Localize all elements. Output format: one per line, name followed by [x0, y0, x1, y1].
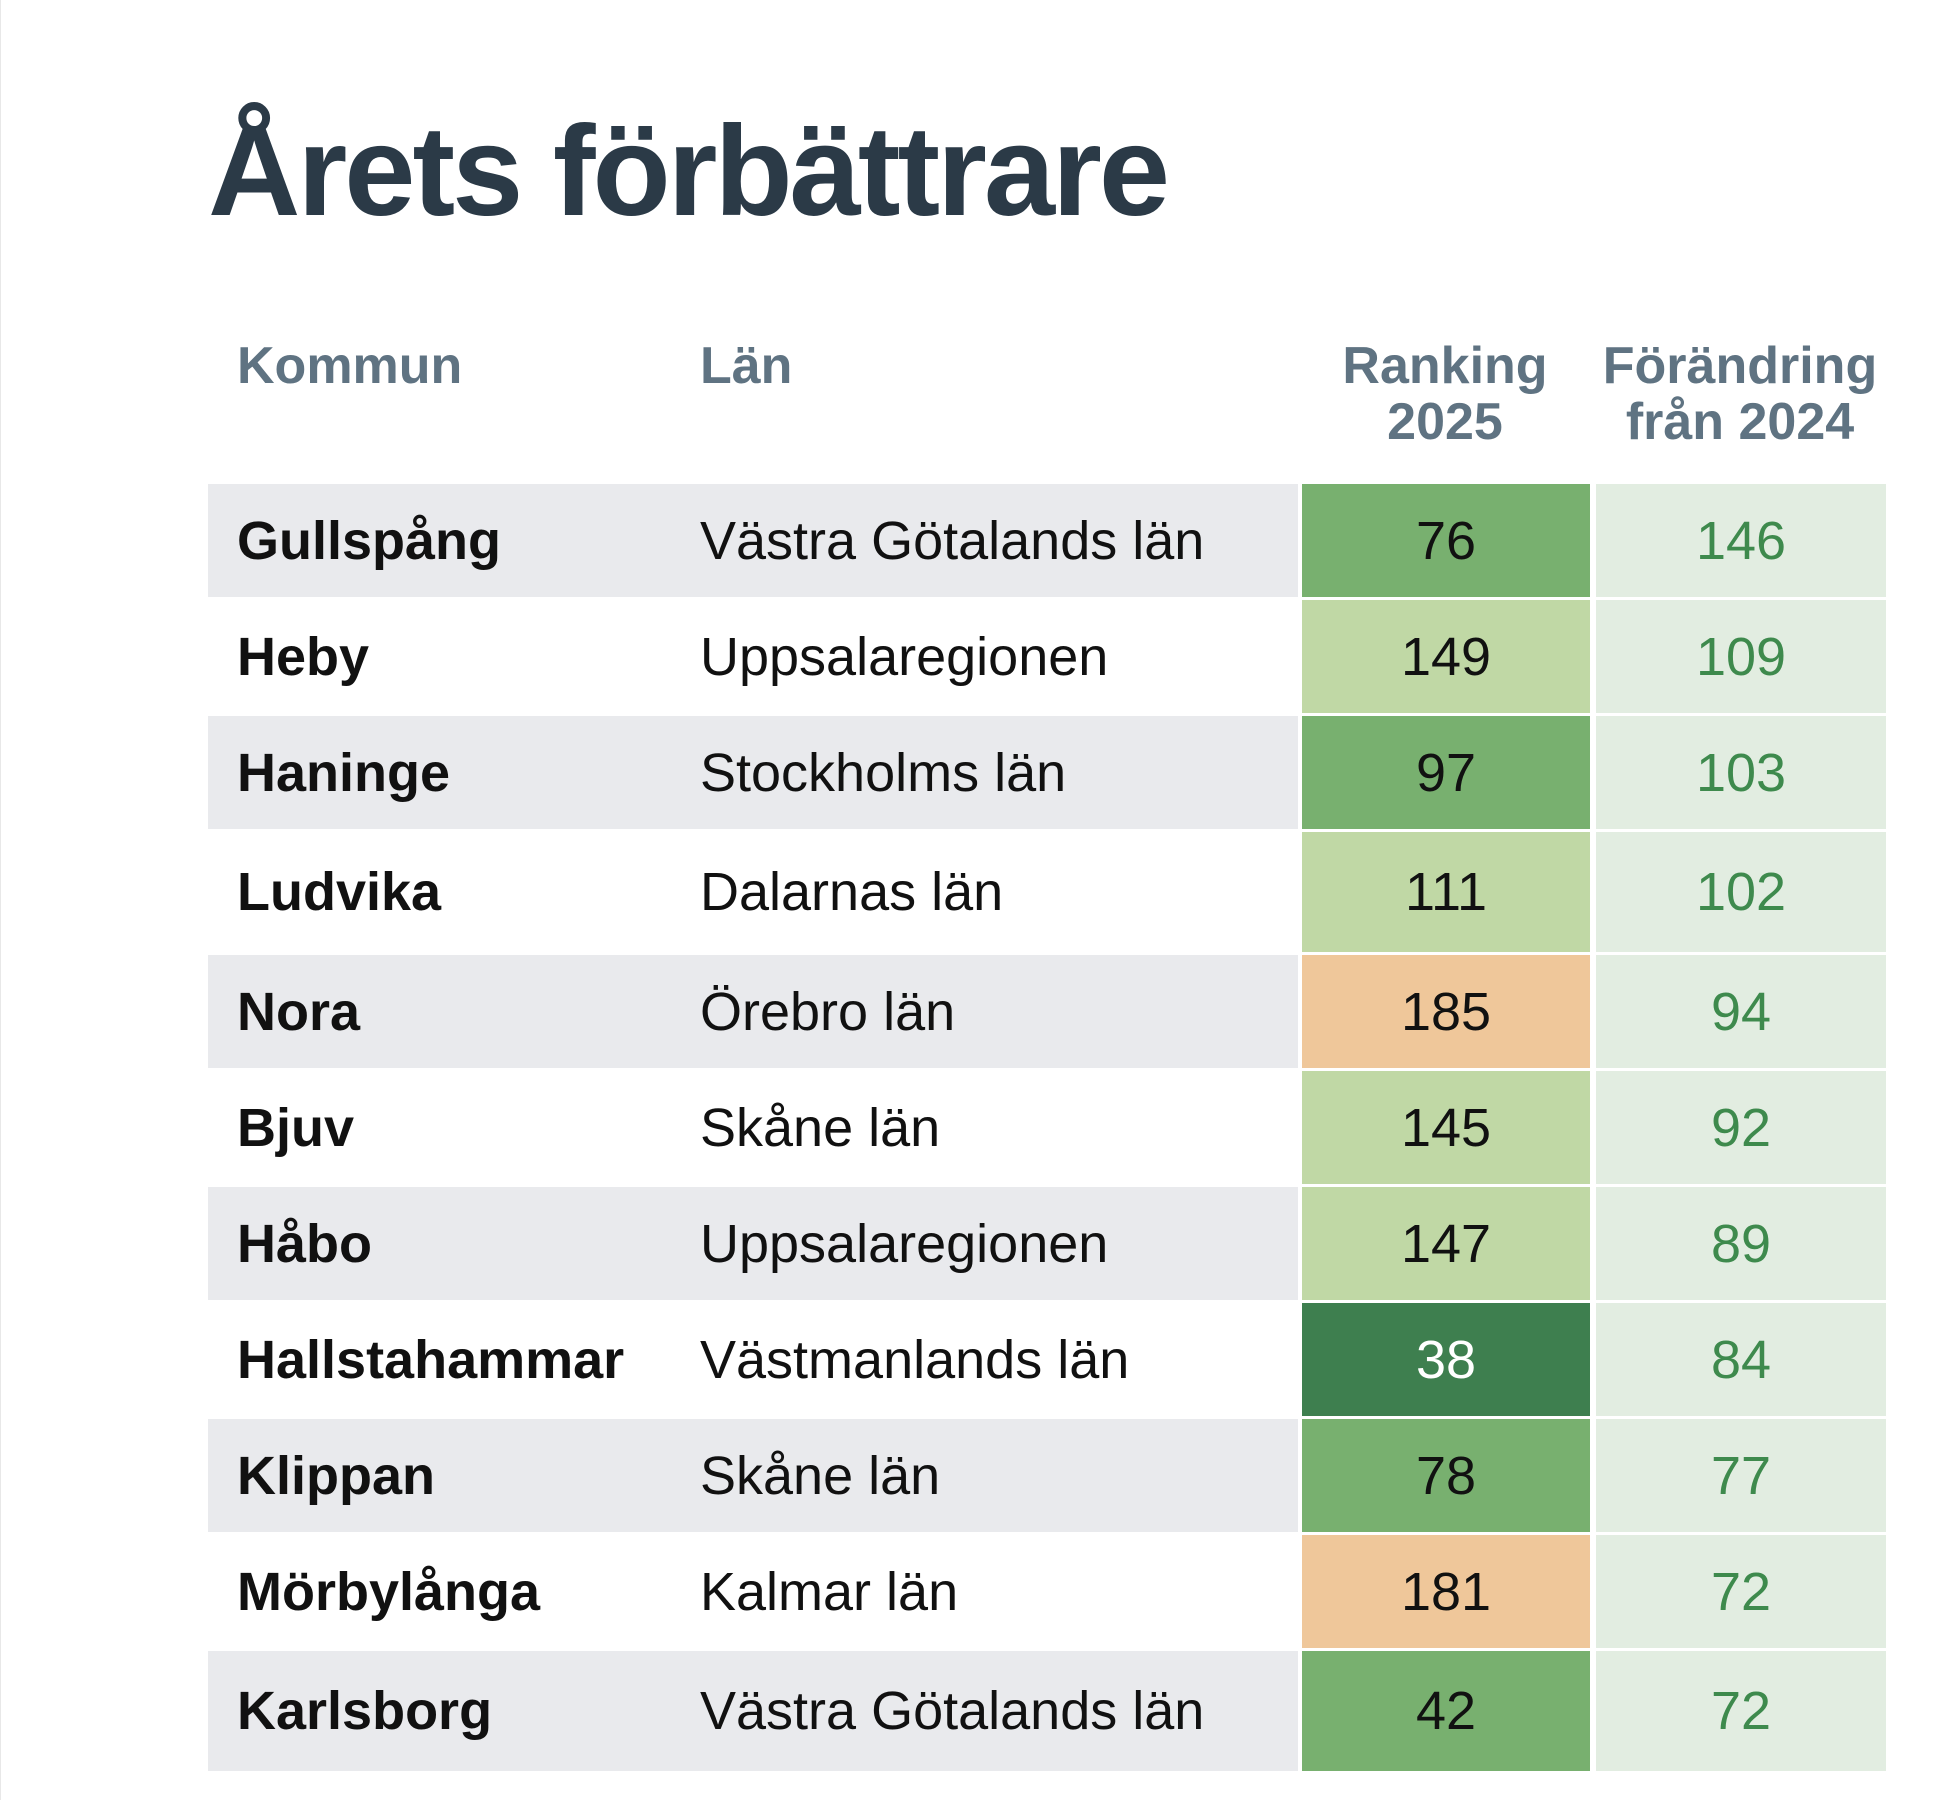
cell-ranking: 42: [1302, 1651, 1590, 1771]
cell-change: 146: [1596, 484, 1886, 597]
cell-kommun: Gullspång: [208, 484, 1298, 597]
cell-lan: Västmanlands län: [700, 1329, 1130, 1390]
cell-lan: Dalarnas län: [700, 862, 1004, 922]
cell-change: 94: [1596, 955, 1886, 1068]
cell-change: 92: [1596, 1071, 1886, 1184]
cell-lan: Kalmar län: [700, 1561, 959, 1622]
cell-ranking: 38: [1302, 1303, 1590, 1416]
table-row: Haninge Stockholms län 97 103: [208, 716, 1888, 829]
table-row: Håbo Uppsalaregionen 147 89: [208, 1187, 1888, 1300]
cell-lan: Uppsalaregionen: [700, 626, 1109, 687]
table-row: Gullspång Västra Götalands län 76 146: [208, 484, 1888, 597]
cell-ranking: 111: [1302, 832, 1590, 952]
cell-kommun: Bjuv: [237, 1097, 355, 1158]
cell-change: 84: [1596, 1303, 1886, 1416]
ranking-table: Gullspång Västra Götalands län 76 146 Heby Up…: [208, 484, 1888, 1771]
cell-kommun: Mörbylånga: [237, 1561, 541, 1622]
cell-ranking: 147: [1302, 1187, 1590, 1300]
cell-kommun: Heby: [237, 626, 370, 687]
column-header-ranking: Ranking 2025: [1300, 338, 1590, 450]
cell-lan: Västra Götalands län: [700, 1681, 1205, 1741]
cell-ranking: 181: [1302, 1535, 1590, 1648]
column-header-change-line2: från 2024: [1625, 393, 1855, 451]
cell-lan: Uppsalaregionen: [700, 1213, 1109, 1274]
cell-ranking: 97: [1302, 716, 1590, 829]
table-row: Mörbylånga Kalmar län 181 72: [208, 1535, 1888, 1648]
column-header-ranking-line1: Ranking: [1342, 337, 1548, 395]
column-header-change-line1: Förändring: [1602, 337, 1878, 395]
cell-lan: Skåne län: [700, 1445, 941, 1506]
cell-change: 77: [1596, 1419, 1886, 1532]
cell-kommun: Nora: [208, 955, 1298, 1068]
cell-kommun: Karlsborg: [208, 1651, 1298, 1771]
cell-ranking: 145: [1302, 1071, 1590, 1184]
page-title: Årets förbättrare: [208, 100, 1170, 243]
table-row: Nora Örebro län 185 94: [208, 955, 1888, 1068]
cell-kommun: Klippan: [208, 1419, 1298, 1532]
cell-kommun: Hallstahammar: [237, 1329, 625, 1390]
column-header-change: Förändring från 2024: [1590, 338, 1890, 450]
cell-ranking: 78: [1302, 1419, 1590, 1532]
cell-change: 72: [1596, 1651, 1886, 1771]
left-edge-line: [0, 0, 1, 1800]
cell-lan: Stockholms län: [700, 742, 1067, 803]
column-header-lan: Län: [700, 337, 793, 395]
cell-lan: Västra Götalands län: [700, 510, 1205, 571]
cell-ranking: 76: [1302, 484, 1590, 597]
cell-change: 72: [1596, 1535, 1886, 1648]
table-row: Bjuv Skåne län 145 92: [208, 1071, 1888, 1184]
cell-lan: Skåne län: [700, 1097, 941, 1158]
cell-change: 103: [1596, 716, 1886, 829]
cell-change: 89: [1596, 1187, 1886, 1300]
cell-kommun: Haninge: [208, 716, 1298, 829]
column-header-ranking-line2: 2025: [1387, 393, 1503, 451]
cell-lan: Örebro län: [700, 981, 956, 1042]
column-header-kommun: Kommun: [237, 337, 463, 395]
table-row: Ludvika Dalarnas län 111 102: [208, 832, 1888, 952]
table-row: Klippan Skåne län 78 77: [208, 1419, 1888, 1532]
cell-change: 109: [1596, 600, 1886, 713]
cell-change: 102: [1596, 832, 1886, 952]
cell-kommun: Ludvika: [237, 862, 442, 922]
table-row: Karlsborg Västra Götalands län 42 72: [208, 1651, 1888, 1771]
table-row: Heby Uppsalaregionen 149 109: [208, 600, 1888, 713]
table-row: Hallstahammar Västmanlands län 38 84: [208, 1303, 1888, 1416]
cell-ranking: 185: [1302, 955, 1590, 1068]
cell-kommun: Håbo: [208, 1187, 1298, 1300]
cell-ranking: 149: [1302, 600, 1590, 713]
